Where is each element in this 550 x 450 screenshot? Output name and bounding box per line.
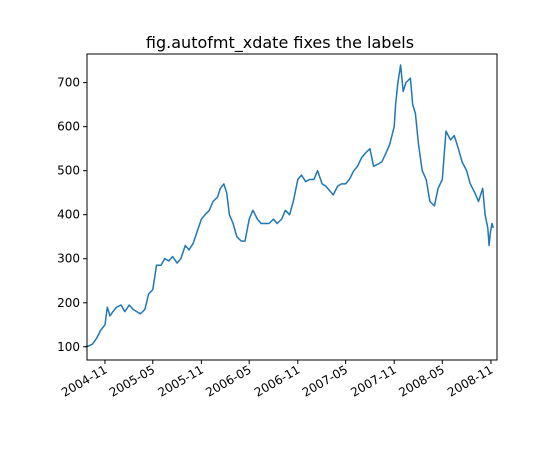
series-layer: [85, 64, 495, 348]
y-tick-label: 500: [57, 164, 80, 178]
y-tick-label: 400: [57, 208, 80, 222]
y-tick-label: 300: [57, 252, 80, 266]
series-line-0: [85, 64, 495, 348]
axes-frame: [86, 53, 498, 361]
y-tick-label: 600: [57, 120, 80, 134]
y-axis: 100 200 300 400 500 600 700: [57, 76, 87, 354]
y-tick-label: 100: [57, 340, 80, 354]
chart-title: fig.autofmt_xdate fixes the labels: [146, 33, 414, 53]
y-tick-label: 200: [57, 296, 80, 310]
y-tick-label: 700: [57, 76, 80, 90]
